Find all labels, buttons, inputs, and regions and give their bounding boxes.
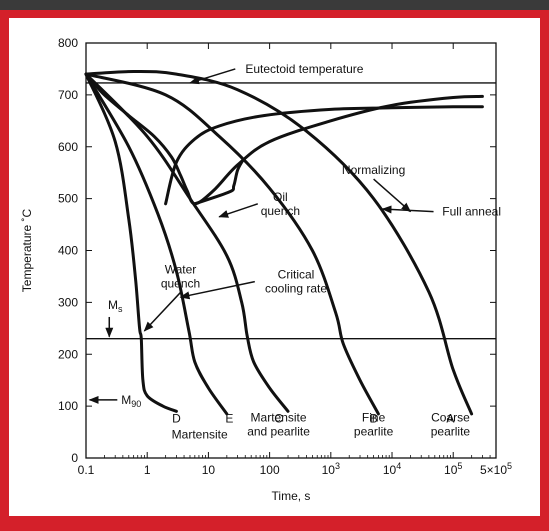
y-tick-label: 400 [58,244,78,258]
region-label-1-line: Martensite [251,411,307,425]
x-tick-base: 0.1 [78,463,95,477]
cooling-curve-a [84,69,474,416]
annotation-arrow-eutectoid-temperature [189,68,236,85]
x-tick-exponent: 5 [457,461,462,471]
annotation-arrow-full-anneal [381,205,434,214]
annotation-eutectoid-temperature: Eutectoid temperature [245,62,363,76]
y-tick-label: 100 [58,399,78,413]
x-tick-label: 10 [202,463,216,477]
region-label-2: Fine pearlite [354,411,394,439]
annotation-critical-cooling-rate: Critical cooling rate [265,268,327,296]
y-tick-label: 300 [58,295,78,309]
cooling-curve-d [84,72,178,413]
curve-label-b: B [370,412,378,426]
region-label-0: Martensite [172,428,228,442]
cooling-curve-e [84,72,229,416]
transformation-curve-finish [164,105,484,206]
y-axis-title: Temperature ˚C [20,208,34,292]
x-tick-label: 103 [322,461,340,477]
curve-label-d: D [172,412,181,426]
region-label-3-line: pearlite [431,425,471,439]
region-label-2-line: Fine [362,411,386,425]
m90-label: M90 [121,393,141,409]
annotation-normalizing: Normalizing [342,163,405,177]
x-tick-label: 5×105 [480,461,512,477]
annotation-oil-quench-line: Oil [273,190,288,204]
annotation-water-quench-line: Water [165,262,197,276]
x-tick-base: 10 [444,463,458,477]
annotation-arrow-normalizing [373,178,412,213]
annotation-arrow-water-quench [143,291,182,332]
cooling-curve-c [84,72,290,413]
annotation-oil-quench: Oil quench [261,190,300,218]
region-label-0-line: Martensite [172,428,228,442]
annotation-full-anneal: Full anneal [442,205,501,219]
y-tick-label: 700 [58,88,78,102]
annotation-arrow-oil-quench [218,203,259,218]
x-tick-base: 100 [260,463,280,477]
x-tick-label: 100 [260,463,280,477]
chart-panel: 0 100 200 300 400 500 600 700 800 0.1 1 10 100 103 104… [9,18,540,516]
x-tick-label: 104 [383,461,401,477]
cooling-curve-b [84,72,380,416]
annotation-water-quench-line: quench [161,276,200,290]
x-tick-base: 10 [322,463,336,477]
x-tick-label: 105 [444,461,462,477]
y-tick-label: 200 [58,347,78,361]
x-tick-exponent: 3 [335,461,340,471]
x-tick-label: 1 [144,463,151,477]
x-tick-base: 1 [144,463,151,477]
x-tick-label: 0.1 [78,463,95,477]
m90-label-main: M [121,393,131,407]
annotation-eutectoid-temperature-line: Eutectoid temperature [245,62,363,76]
x-tick-base: 10 [202,463,216,477]
curve-label-a: A [446,412,454,426]
m90-label-sub: 90 [131,399,141,409]
curve-label-e: E [225,412,233,426]
x-tick-base: 10 [383,463,397,477]
ms-label-main: M [108,298,118,312]
transformation-curve-nose [193,158,245,206]
region-label-3-line: Coarse [431,411,470,425]
annotation-arrow-critical-cooling-rate [179,280,255,300]
y-tick-label: 0 [71,451,78,465]
annotation-water-quench: Water quench [161,262,200,290]
x-axis-title: Time, s [272,489,311,503]
ms-label-sub: s [118,304,123,314]
y-tick-label: 800 [58,36,78,50]
x-tick-exponent: 5 [507,461,512,471]
annotation-full-anneal-line: Full anneal [442,205,501,219]
annotation-critical-cooling-rate-line: Critical [278,268,315,282]
region-label-3: Coarse pearlite [431,411,471,439]
region-label-1: Martensite and pearlite [247,411,310,439]
ms-label: Ms [108,298,123,314]
y-tick-label: 600 [58,140,78,154]
top-bar [0,0,549,10]
region-label-1-line: and pearlite [247,425,310,439]
curve-label-c: C [274,412,283,426]
annotation-oil-quench-line: quench [261,204,300,218]
annotation-normalizing-line: Normalizing [342,163,405,177]
x-tick-base: 5×10 [480,463,507,477]
region-label-2-line: pearlite [354,425,394,439]
x-tick-exponent: 4 [396,461,401,471]
annotation-critical-cooling-rate-line: cooling rate [265,282,327,296]
y-tick-label: 500 [58,192,78,206]
